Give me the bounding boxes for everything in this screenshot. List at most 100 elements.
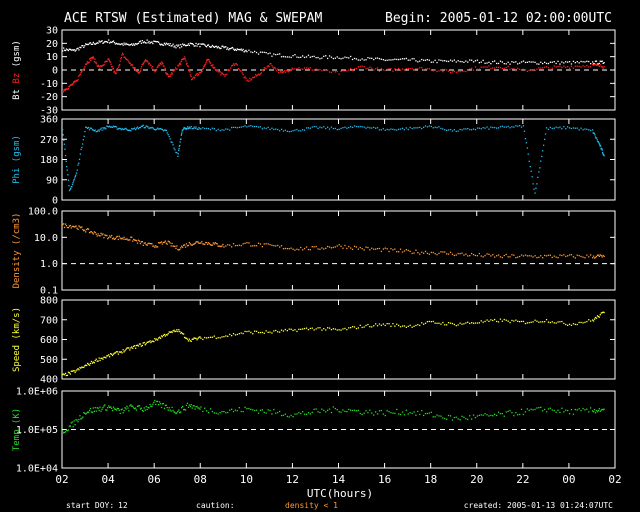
temp-point xyxy=(522,413,525,416)
bt-point xyxy=(111,41,114,43)
temp-point xyxy=(94,407,96,409)
density-point xyxy=(303,247,306,250)
phi-point xyxy=(461,129,463,131)
density-point xyxy=(172,245,174,247)
phi-point xyxy=(553,127,555,129)
temp-point xyxy=(75,419,77,421)
temp-point xyxy=(115,409,118,411)
temp-point xyxy=(166,406,168,409)
bz-point xyxy=(603,66,605,68)
phi-point xyxy=(496,127,498,129)
speed-point xyxy=(189,340,191,342)
temp-point xyxy=(63,431,66,434)
temp-point xyxy=(189,405,191,408)
speed-point xyxy=(417,324,419,326)
bt-point xyxy=(455,61,457,63)
temp-point xyxy=(570,409,573,411)
bz-point xyxy=(179,62,181,64)
density-point xyxy=(73,226,75,228)
speed-point xyxy=(179,330,181,333)
density-point xyxy=(229,244,231,246)
bz-point xyxy=(572,67,575,69)
bt-point xyxy=(551,61,553,63)
bz-point xyxy=(91,57,93,60)
bz-point xyxy=(109,61,112,63)
phi-point xyxy=(373,126,375,128)
density-point xyxy=(503,254,505,257)
speed-point xyxy=(134,345,136,347)
density-point xyxy=(598,255,600,257)
phi-point xyxy=(244,125,246,127)
density-point xyxy=(292,248,294,250)
temp-point xyxy=(129,405,131,407)
density-point xyxy=(317,248,319,250)
bz-point xyxy=(319,69,321,71)
speed-point xyxy=(578,321,580,324)
speed-point xyxy=(509,321,511,324)
density-point xyxy=(171,242,173,245)
density-point xyxy=(211,244,214,246)
bz-point xyxy=(351,69,354,72)
temp-point xyxy=(207,412,210,414)
phi-point xyxy=(213,128,215,130)
temp-point xyxy=(497,411,500,413)
phi-point xyxy=(563,126,565,128)
bt-point xyxy=(209,46,212,48)
density-point xyxy=(81,226,83,228)
x-tick-label: 12 xyxy=(286,473,299,486)
caution-label: caution: xyxy=(196,501,235,510)
bz-point xyxy=(262,70,264,72)
speed-point xyxy=(192,338,194,340)
bz-point xyxy=(396,69,398,71)
bz-point xyxy=(128,61,130,63)
temp-point xyxy=(590,407,592,409)
phi-point xyxy=(97,129,99,131)
speed-point xyxy=(399,326,402,328)
bz-point xyxy=(90,59,92,62)
temp-point xyxy=(353,409,356,411)
bt-point xyxy=(526,61,528,63)
bt-point xyxy=(423,59,425,61)
bz-point xyxy=(490,68,492,70)
temp-point xyxy=(444,417,446,420)
temp-point xyxy=(244,406,246,408)
bz-point xyxy=(90,56,93,59)
phi-point xyxy=(530,170,532,172)
bt-point xyxy=(175,47,177,49)
bt-point xyxy=(157,41,159,43)
phi-point xyxy=(557,127,559,129)
phi-point xyxy=(580,127,582,129)
bt-point xyxy=(193,45,195,47)
bz-point xyxy=(193,76,195,78)
speed-point xyxy=(111,354,114,357)
phi-point xyxy=(533,188,535,190)
phi-point xyxy=(236,127,238,129)
speed-point xyxy=(534,319,536,321)
bt-point xyxy=(120,43,122,45)
density-point xyxy=(140,241,142,243)
speed-point xyxy=(488,320,490,322)
bt-point xyxy=(138,41,141,43)
y-axis-label-part: Bt xyxy=(12,89,22,100)
temp-point xyxy=(194,408,196,410)
phi-point xyxy=(597,141,599,143)
bz-point xyxy=(75,80,77,83)
speed-point xyxy=(271,332,273,334)
density-point xyxy=(181,245,183,247)
temp-point xyxy=(114,408,117,410)
bz-point xyxy=(187,65,189,68)
bt-point xyxy=(200,43,202,45)
phi-point xyxy=(200,128,202,130)
speed-point xyxy=(444,324,446,326)
speed-point xyxy=(161,336,164,338)
bz-point xyxy=(176,68,178,70)
phi-point xyxy=(444,129,446,131)
density-point xyxy=(208,243,211,245)
bt-point xyxy=(124,44,126,46)
bt-point xyxy=(159,43,161,45)
density-point xyxy=(160,241,163,243)
speed-point xyxy=(336,329,338,331)
speed-point xyxy=(193,337,195,339)
speed-point xyxy=(373,325,375,327)
